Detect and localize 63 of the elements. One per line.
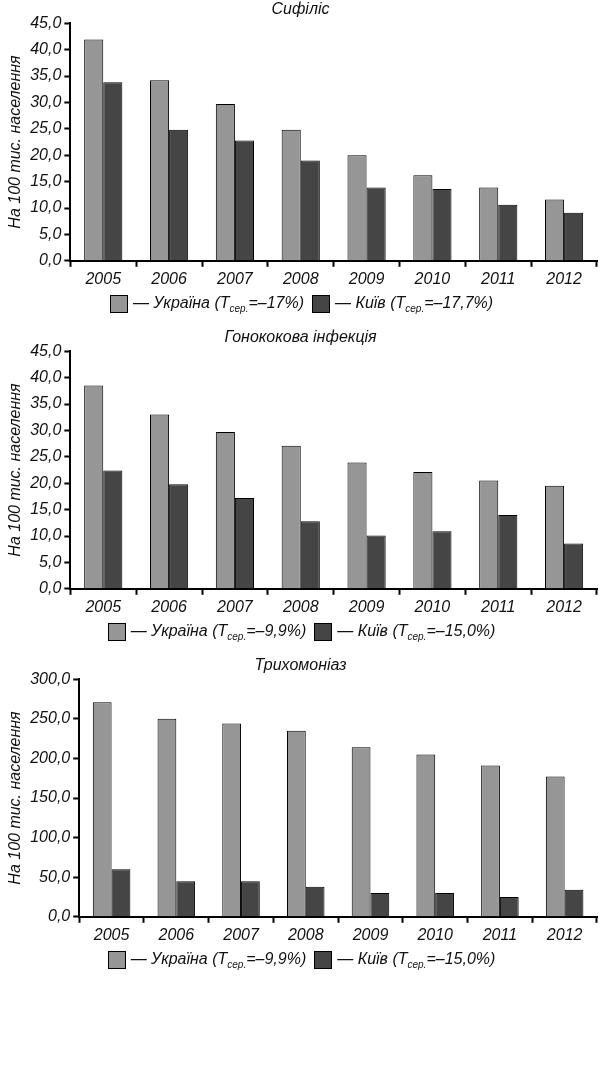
- x-tick-label: 2006: [157, 926, 195, 944]
- y-tick-label: 25,0: [29, 119, 62, 137]
- x-tick-label: 2011: [480, 269, 516, 287]
- x-tick-label: 2006: [150, 269, 187, 287]
- x-tick-label: 2010: [413, 598, 451, 616]
- x-tick-label: 2012: [545, 926, 583, 944]
- y-tick-label: 20,0: [29, 145, 62, 163]
- legend-label: — Київ (T$_{сер.}$=–17,7%): [335, 294, 494, 315]
- y-axis-title: На 100 тис. населення: [6, 54, 24, 229]
- x-tick-label: 2007: [216, 269, 254, 287]
- y-tick-label: 30,0: [30, 92, 62, 110]
- x-tick-label: 2005: [84, 598, 122, 616]
- y-tick-label: 10,0: [30, 526, 62, 544]
- y-tick-label: 5,0: [39, 553, 62, 571]
- y-tick-label: 0,0: [47, 907, 71, 925]
- y-tick-label: 40,0: [30, 368, 62, 386]
- y-tick-label: 15,0: [30, 500, 62, 518]
- x-tick-label: 2009: [347, 598, 385, 616]
- x-tick-label: 2009: [347, 269, 385, 287]
- x-tick-label: 2005: [84, 269, 122, 287]
- y-tick-label: 25,0: [29, 447, 62, 465]
- y-tick-label: 45,0: [30, 341, 62, 359]
- y-tick-label: 200,0: [29, 749, 71, 767]
- x-tick-label: 2008: [281, 598, 319, 616]
- x-tick-label: 2007: [222, 926, 260, 944]
- y-tick-label: 35,0: [30, 66, 62, 84]
- x-tick-label: 2008: [286, 926, 324, 944]
- x-tick-label: 2010: [416, 926, 454, 944]
- x-tick-label: 2011: [481, 926, 518, 944]
- legend-label: — Україна (T$_{сер.}$=–17%): [132, 294, 305, 315]
- y-axis-title: На 100 тис. населення: [6, 383, 24, 557]
- chart-title: Трихомоніаз: [254, 656, 347, 674]
- y-tick-label: 10,0: [30, 198, 62, 216]
- y-tick-label: 100,0: [30, 828, 71, 846]
- x-tick-label: 2006: [150, 598, 187, 616]
- y-tick-label: 150,0: [30, 788, 71, 806]
- y-tick-label: 15,0: [30, 172, 62, 190]
- y-tick-label: 0,0: [39, 251, 62, 269]
- legend-label: — Київ (T$_{сер.}$=–15,0%): [337, 950, 496, 971]
- y-tick-label: 50,0: [39, 868, 71, 886]
- y-tick-label: 0,0: [39, 579, 62, 597]
- legend-label: — Україна (T$_{сер.}$=–9,9%): [130, 950, 307, 971]
- y-tick-label: 300,0: [30, 670, 71, 688]
- legend-label: — Київ (T$_{сер.}$=–15,0%): [337, 622, 496, 643]
- y-tick-label: 35,0: [30, 394, 62, 412]
- y-tick-label: 250,0: [29, 709, 71, 727]
- x-tick-label: 2010: [413, 269, 451, 287]
- y-tick-label: 5,0: [39, 224, 62, 242]
- y-axis-title: На 100 тис. населення: [6, 711, 24, 886]
- chart-title: Сифіліс: [271, 0, 330, 18]
- y-tick-label: 40,0: [30, 40, 62, 58]
- x-tick-label: 2012: [545, 598, 582, 616]
- chart-title: Гонококова інфекція: [224, 328, 378, 346]
- x-tick-label: 2011: [480, 598, 516, 616]
- y-tick-label: 30,0: [30, 421, 62, 439]
- y-tick-label: 45,0: [30, 13, 62, 31]
- x-tick-label: 2009: [351, 926, 389, 944]
- x-tick-label: 2007: [216, 598, 254, 616]
- y-tick-label: 20,0: [29, 473, 62, 491]
- x-tick-label: 2008: [281, 269, 319, 287]
- x-tick-label: 2012: [545, 269, 582, 287]
- x-tick-label: 2005: [92, 926, 130, 944]
- legend-label: — Україна (T$_{сер.}$=–9,9%): [130, 622, 307, 643]
